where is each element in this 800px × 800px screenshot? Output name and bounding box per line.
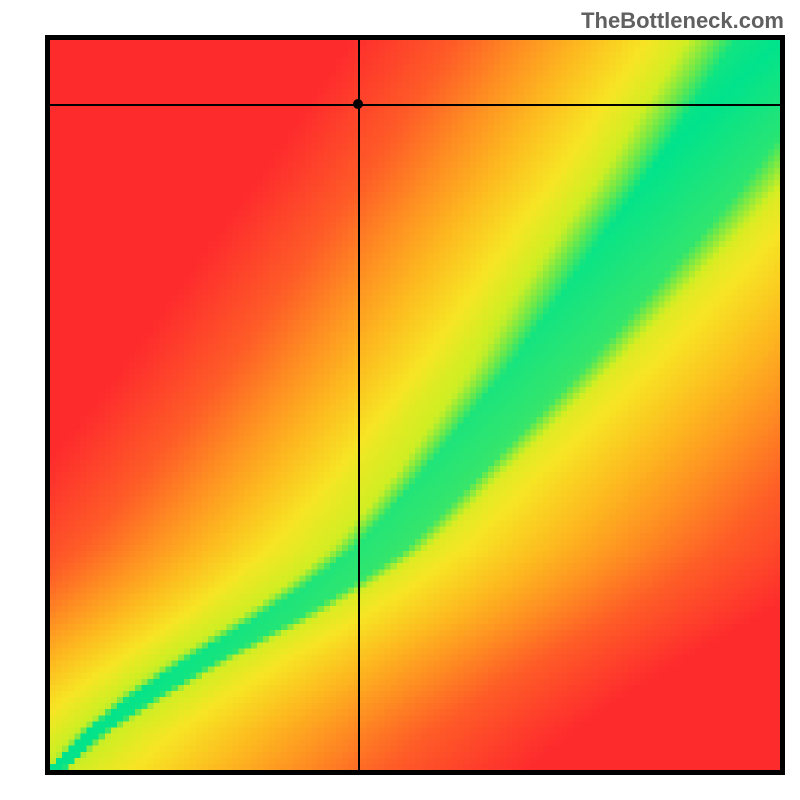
watermark-text: TheBottleneck.com bbox=[581, 8, 784, 34]
crosshair-vertical bbox=[358, 40, 360, 770]
heatmap-canvas bbox=[50, 40, 780, 770]
plot-area bbox=[50, 40, 780, 770]
crosshair-horizontal bbox=[50, 104, 780, 106]
plot-frame bbox=[45, 35, 785, 775]
crosshair-point bbox=[353, 99, 363, 109]
